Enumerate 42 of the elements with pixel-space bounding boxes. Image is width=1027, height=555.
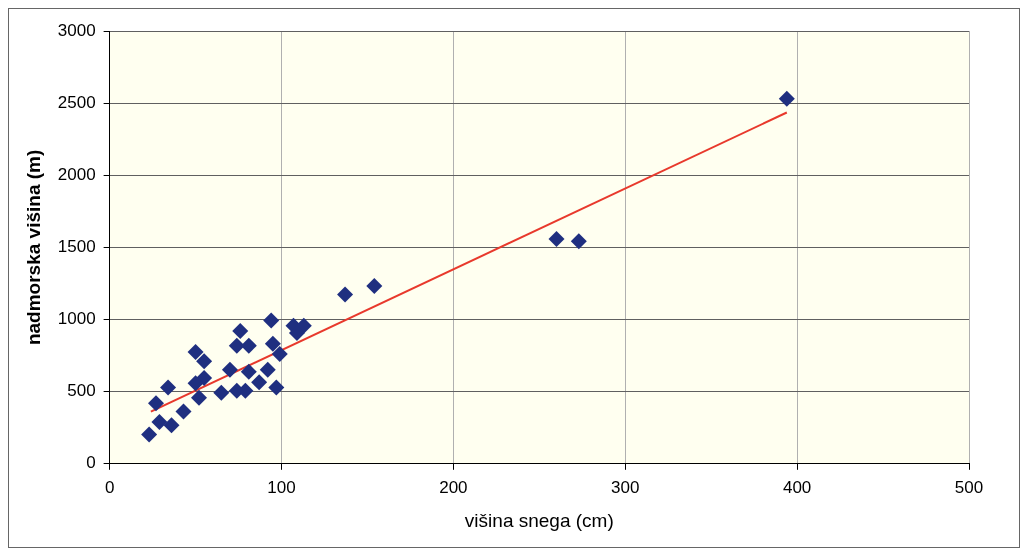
point <box>160 379 177 396</box>
point <box>228 337 245 354</box>
y-tick-label: 3000 <box>57 20 96 40</box>
point <box>240 337 257 354</box>
point <box>163 417 180 434</box>
point <box>221 361 238 378</box>
point <box>268 379 285 396</box>
point <box>196 353 213 370</box>
point <box>141 426 158 443</box>
point <box>366 278 383 295</box>
y-tick-label: 1500 <box>57 237 96 257</box>
point <box>240 363 257 380</box>
x-axis-title: višina snega (cm) <box>464 509 614 531</box>
point <box>778 90 795 107</box>
point <box>259 361 276 378</box>
point <box>251 374 268 391</box>
point <box>264 335 281 352</box>
point <box>271 346 288 363</box>
point <box>190 389 207 406</box>
point <box>213 384 230 401</box>
point <box>337 286 354 303</box>
point <box>148 395 165 412</box>
y-tick-label: 500 <box>67 381 96 401</box>
y-tick-label: 1000 <box>57 309 96 329</box>
y-axis-title: nadmorska višina (m) <box>22 149 44 346</box>
x-tick-label: 400 <box>782 477 812 497</box>
x-tick-label: 100 <box>267 477 296 497</box>
point <box>187 343 204 360</box>
point <box>548 231 565 248</box>
y-tick-label: 2500 <box>57 92 96 112</box>
point <box>175 403 192 420</box>
point <box>232 323 249 340</box>
point <box>263 312 280 329</box>
y-tick-label: 2000 <box>57 164 96 184</box>
x-tick-label: 500 <box>954 477 984 497</box>
point <box>151 413 168 430</box>
point <box>570 233 587 250</box>
x-tick-label: 300 <box>611 477 640 497</box>
x-tick-label: 0 <box>104 477 115 497</box>
y-tick-label: 0 <box>86 453 96 473</box>
point <box>187 375 204 392</box>
x-tick-label: 200 <box>439 477 468 497</box>
